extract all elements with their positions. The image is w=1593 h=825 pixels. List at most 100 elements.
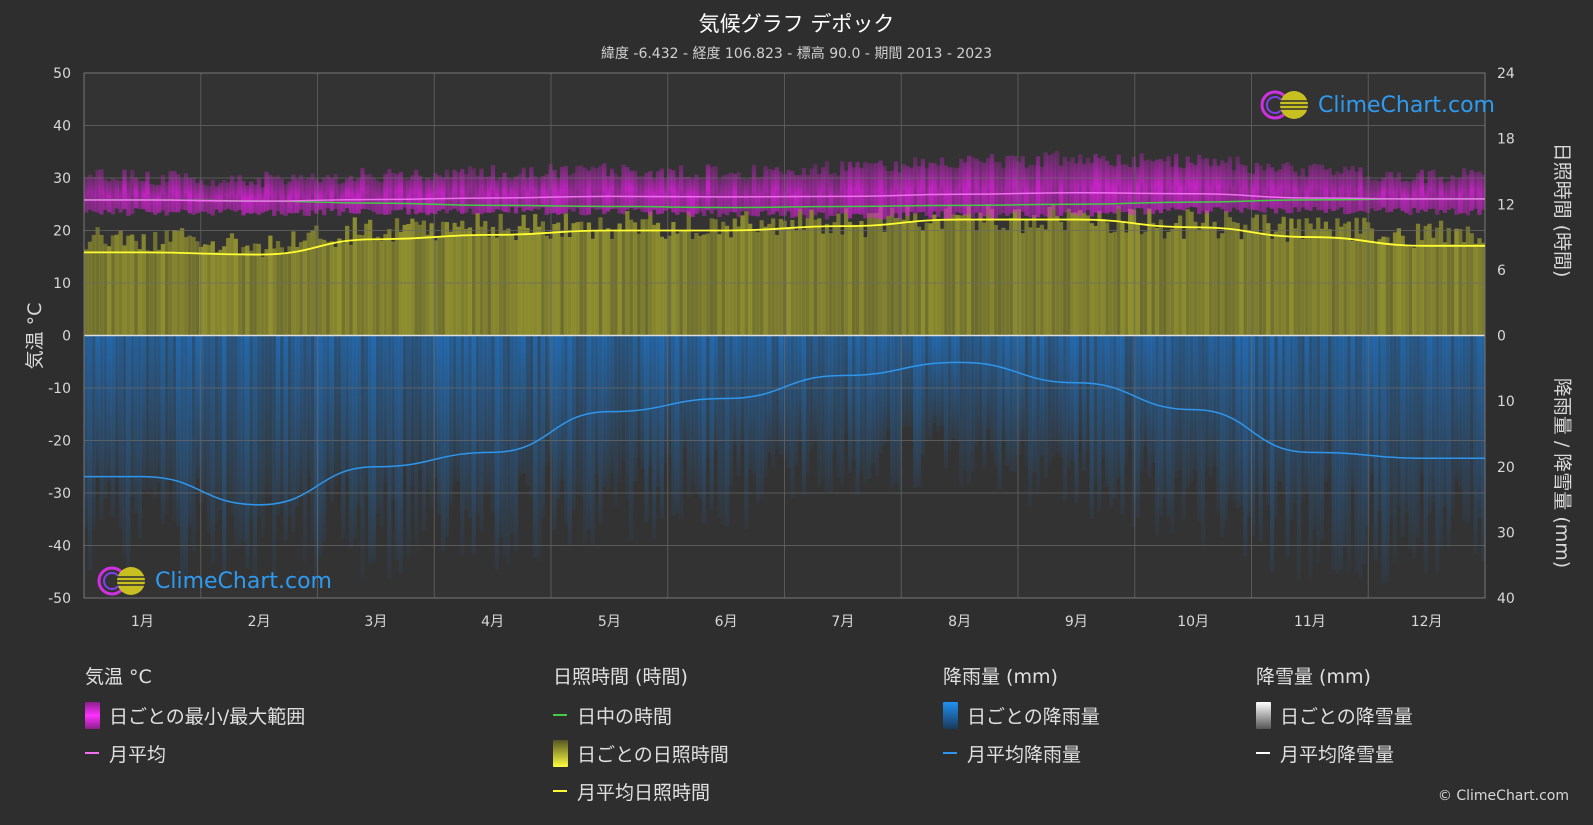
daily-temp-range-bar	[617, 176, 622, 214]
daily-sunshine-bar	[966, 205, 972, 336]
legend-sunshine: 日照時間 (時間) 日中の時間 日ごとの日照時間 月平均日照時間	[553, 662, 729, 810]
daily-sunshine-bar	[644, 219, 649, 336]
daily-sunshine-bar	[636, 233, 641, 336]
daily-temp-range-bar	[525, 177, 530, 210]
daily-sunshine-bar	[272, 248, 277, 336]
daily-rain-bar	[1204, 335, 1210, 470]
daily-rain-bar	[698, 335, 703, 499]
daily-sunshine-bar	[882, 231, 887, 336]
daily-rain-bar	[813, 335, 818, 444]
daily-temp-range-bar	[997, 161, 1002, 215]
daily-rain-bar	[1051, 335, 1056, 457]
daily-rain-bar	[771, 335, 776, 468]
daily-rain-bar	[1097, 335, 1102, 512]
daily-rain-bar	[168, 335, 173, 478]
daily-sunshine-bar	[924, 222, 929, 336]
daily-sunshine-bar	[993, 224, 998, 336]
daily-rain-bar	[767, 335, 772, 454]
daily-temp-range-bar	[1465, 174, 1471, 216]
daily-sunshine-bar	[970, 220, 975, 336]
daily-temp-range-bar	[1200, 159, 1206, 212]
daily-rain-bar	[226, 335, 231, 504]
daily-temp-range-bar	[598, 165, 603, 210]
daily-temp-range-bar	[417, 175, 423, 213]
daily-rain-bar	[540, 335, 546, 519]
daily-sunshine-bar	[1131, 209, 1137, 336]
daily-sunshine-bar	[1239, 239, 1244, 336]
daily-sunshine-bar	[1120, 221, 1125, 336]
daily-temp-range-bar	[164, 182, 169, 216]
daily-sunshine-bar	[444, 222, 450, 336]
daily-sunshine-bar	[1389, 242, 1394, 336]
daily-temp-range-bar	[1389, 171, 1394, 212]
daily-rain-bar	[114, 335, 119, 479]
daily-sunshine-bar	[629, 219, 634, 336]
month-tick-label: 11月	[1294, 614, 1326, 630]
daily-temp-range-bar	[379, 182, 384, 215]
daily-rain-bar	[598, 335, 603, 525]
daily-rain-bar	[1131, 335, 1137, 527]
daily-temp-range-bar	[863, 162, 868, 219]
daily-rain-bar	[1377, 335, 1382, 512]
daily-sunshine-bar	[655, 222, 661, 336]
daily-temp-range-bar	[1412, 179, 1417, 209]
daily-sunshine-bar	[1204, 210, 1210, 336]
daily-rain-bar	[398, 335, 403, 573]
daily-sunshine-bar	[1012, 209, 1018, 336]
daily-temp-range-bar	[187, 178, 192, 214]
sunshine-tick-label: 18	[1497, 132, 1515, 148]
daily-sunshine-bar	[387, 229, 392, 336]
daily-rain-bar	[218, 335, 223, 511]
daily-sunshine-bar	[817, 218, 822, 336]
daily-temp-range-bar	[252, 184, 258, 213]
daily-temp-range-bar	[905, 166, 910, 217]
daily-temp-range-bar	[1193, 164, 1198, 208]
legend-item-daylight: 日中の時間	[553, 696, 729, 734]
daily-temp-range-bar	[682, 176, 688, 213]
legend-title-sunshine: 日照時間 (時間)	[553, 666, 688, 688]
daily-temp-range-bar	[429, 179, 434, 214]
daily-sunshine-bar	[843, 208, 849, 336]
daily-rain-bar	[91, 335, 96, 529]
daily-sunshine-bar	[886, 215, 891, 336]
daily-rain-bar	[1415, 335, 1421, 537]
daily-temp-range-bar	[444, 169, 450, 214]
daily-rain-bar	[456, 335, 461, 482]
daily-rain-bar	[264, 335, 269, 492]
daily-sunshine-bar	[878, 206, 883, 336]
daily-sunshine-bar	[659, 236, 664, 336]
daily-rain-bar	[682, 335, 688, 448]
daily-rain-bar	[394, 335, 400, 561]
daily-rain-bar	[1392, 335, 1398, 563]
daily-rain-bar	[1266, 335, 1271, 506]
daily-temp-range-bar	[820, 167, 826, 213]
daily-temp-range-bar	[636, 176, 641, 209]
daily-sunshine-bar	[540, 221, 546, 336]
daily-rain-bar	[755, 335, 760, 505]
daily-sunshine-bar	[667, 235, 672, 336]
daily-rain-bar	[179, 335, 185, 579]
daily-sunshine-bar	[1431, 237, 1436, 336]
daily-temp-range-bar	[348, 175, 354, 214]
daily-temp-range-bar	[1124, 164, 1129, 212]
daily-temp-range-bar	[210, 179, 215, 216]
daily-rain-bar	[183, 335, 189, 586]
daily-temp-range-bar	[721, 175, 726, 214]
daily-rain-bar	[924, 335, 929, 443]
daily-temp-range-bar	[1392, 177, 1398, 209]
daily-sunshine-bar	[936, 219, 941, 336]
daily-rain-bar	[1005, 335, 1010, 466]
daily-rain-bar	[333, 335, 338, 486]
daily-rain-bar	[1369, 335, 1375, 474]
daily-sunshine-bar	[1415, 223, 1421, 336]
daily-sunshine-bar	[256, 243, 261, 336]
daily-rain-bar	[1032, 335, 1037, 472]
daily-temp-range-bar	[694, 174, 699, 215]
daily-rain-bar	[1373, 335, 1378, 561]
daily-temp-range-bar	[494, 179, 499, 210]
daily-temp-range-bar	[767, 168, 772, 216]
daily-rain-bar	[667, 335, 672, 458]
daily-temp-range-bar	[467, 166, 473, 209]
daily-temp-range-bar	[1051, 153, 1056, 210]
daily-rain-bar	[1105, 335, 1110, 487]
